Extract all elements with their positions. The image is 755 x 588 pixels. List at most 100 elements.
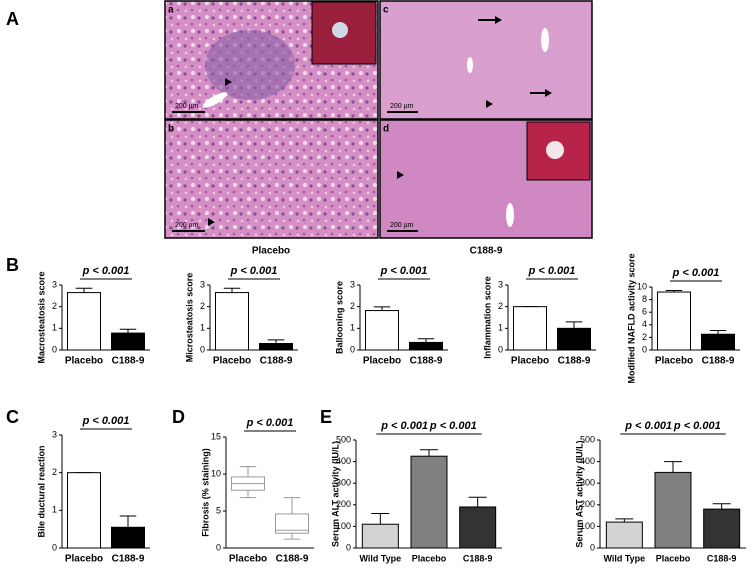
y-tick-label: 0	[52, 344, 57, 354]
y-tick-label: 0	[52, 542, 57, 552]
x-tick-label: C188-9	[112, 356, 145, 367]
bar	[111, 526, 145, 549]
significance-label: p < 0.001	[672, 267, 720, 279]
x-tick-label: Placebo	[656, 553, 691, 563]
panel-label: B	[6, 255, 19, 275]
y-tick-label: 5	[216, 505, 221, 515]
bar	[67, 292, 101, 351]
significance-label: p < 0.001	[380, 420, 428, 432]
significance-label: p < 0.001	[230, 265, 278, 277]
tile-letter: a	[168, 5, 174, 16]
y-tick-label: 300	[580, 478, 595, 488]
x-tick-label: C188-9	[260, 356, 293, 367]
x-tick-label: Placebo	[655, 356, 693, 367]
x-tick-label: Placebo	[363, 356, 401, 367]
y-axis-label: Inflammation score	[482, 276, 492, 359]
panel-label: E	[320, 407, 332, 427]
y-tick-label: 2	[642, 332, 647, 342]
bar	[111, 332, 145, 351]
y-axis-label: Fibrosis (% staining)	[200, 448, 210, 537]
bar	[703, 508, 741, 549]
bar	[215, 292, 249, 351]
micrograph-d	[379, 119, 593, 239]
y-tick-label: 0	[216, 542, 221, 552]
tile-letter: b	[168, 124, 174, 135]
y-axis-label: Serum AST activity (IU/L)	[574, 440, 584, 547]
y-tick-label: 400	[580, 456, 595, 466]
x-tick-label: Placebo	[213, 356, 251, 367]
significance-label: p < 0.001	[82, 415, 130, 427]
y-tick-label: 500	[580, 434, 595, 444]
bar	[557, 327, 591, 351]
bar	[701, 333, 735, 351]
y-axis-label: Bile ductural reaction	[36, 445, 46, 537]
bar	[259, 343, 293, 351]
y-tick-label: 1	[52, 505, 57, 515]
significance-label: p < 0.001	[429, 420, 477, 432]
bar	[361, 523, 399, 549]
x-tick-label: C188-9	[410, 356, 443, 367]
bar	[365, 310, 399, 351]
x-tick-label: Wild Type	[359, 553, 401, 563]
y-tick-label: 15	[211, 431, 221, 441]
panel-label: D	[172, 407, 185, 427]
y-tick-label: 3	[200, 279, 205, 289]
y-tick-label: 0	[590, 542, 595, 552]
x-tick-label: C188-9	[112, 554, 145, 565]
significance-label: p < 0.001	[246, 417, 294, 429]
y-tick-label: 4	[642, 319, 647, 329]
y-tick-label: 100	[580, 521, 595, 531]
panel-label: C	[6, 407, 19, 427]
bar	[409, 341, 443, 351]
significance-label: p < 0.001	[380, 265, 428, 277]
micrograph-a	[164, 0, 379, 120]
scale-bar-label: 200 µm	[390, 103, 414, 110]
bar	[654, 471, 692, 549]
x-tick-label: C188-9	[276, 554, 309, 565]
significance-label: p < 0.001	[82, 265, 130, 277]
x-tick-label: Placebo	[65, 554, 103, 565]
y-tick-label: 3	[498, 279, 503, 289]
y-tick-label: 0	[346, 542, 351, 552]
micrograph-c	[379, 0, 593, 120]
bar	[459, 506, 497, 549]
x-tick-label: Placebo	[412, 553, 447, 563]
y-tick-label: 3	[52, 429, 57, 439]
scale-bar-label: 200 µm	[175, 222, 199, 229]
x-tick-label: C188-9	[463, 553, 493, 563]
box	[275, 513, 309, 534]
y-tick-label: 1	[52, 323, 57, 333]
y-axis-label: Microsteatosis score	[184, 273, 194, 363]
x-tick-label: C188-9	[707, 553, 737, 563]
y-tick-label: 10	[211, 468, 221, 478]
group-label: Placebo	[252, 246, 290, 257]
y-axis-label: Macrosteatosis score	[36, 271, 46, 363]
bar	[513, 306, 547, 351]
scale-bar-label: 200 µm	[390, 222, 414, 229]
y-tick-label: 100	[336, 521, 351, 531]
bar	[657, 291, 691, 351]
tile-letter: c	[383, 5, 389, 16]
y-tick-label: 2	[52, 301, 57, 311]
significance-label: p < 0.001	[528, 265, 576, 277]
y-tick-label: 1	[350, 323, 355, 333]
y-tick-label: 2	[52, 467, 57, 477]
y-tick-label: 1	[498, 323, 503, 333]
y-tick-label: 2	[498, 301, 503, 311]
panel-label: A	[6, 9, 19, 29]
tile-letter: d	[383, 124, 389, 135]
y-tick-label: 6	[642, 307, 647, 317]
y-tick-label: 500	[336, 434, 351, 444]
x-tick-label: C188-9	[702, 356, 735, 367]
y-axis-label: Serum ALT activity (IU/L)	[330, 441, 340, 547]
y-tick-label: 8	[642, 294, 647, 304]
y-tick-label: 200	[336, 499, 351, 509]
y-tick-label: 0	[642, 344, 647, 354]
bar	[410, 455, 448, 549]
significance-label: p < 0.001	[624, 420, 672, 432]
x-tick-label: Placebo	[65, 356, 103, 367]
y-axis-label: Ballooning score	[334, 281, 344, 354]
y-tick-label: 0	[350, 344, 355, 354]
x-tick-label: Placebo	[511, 356, 549, 367]
